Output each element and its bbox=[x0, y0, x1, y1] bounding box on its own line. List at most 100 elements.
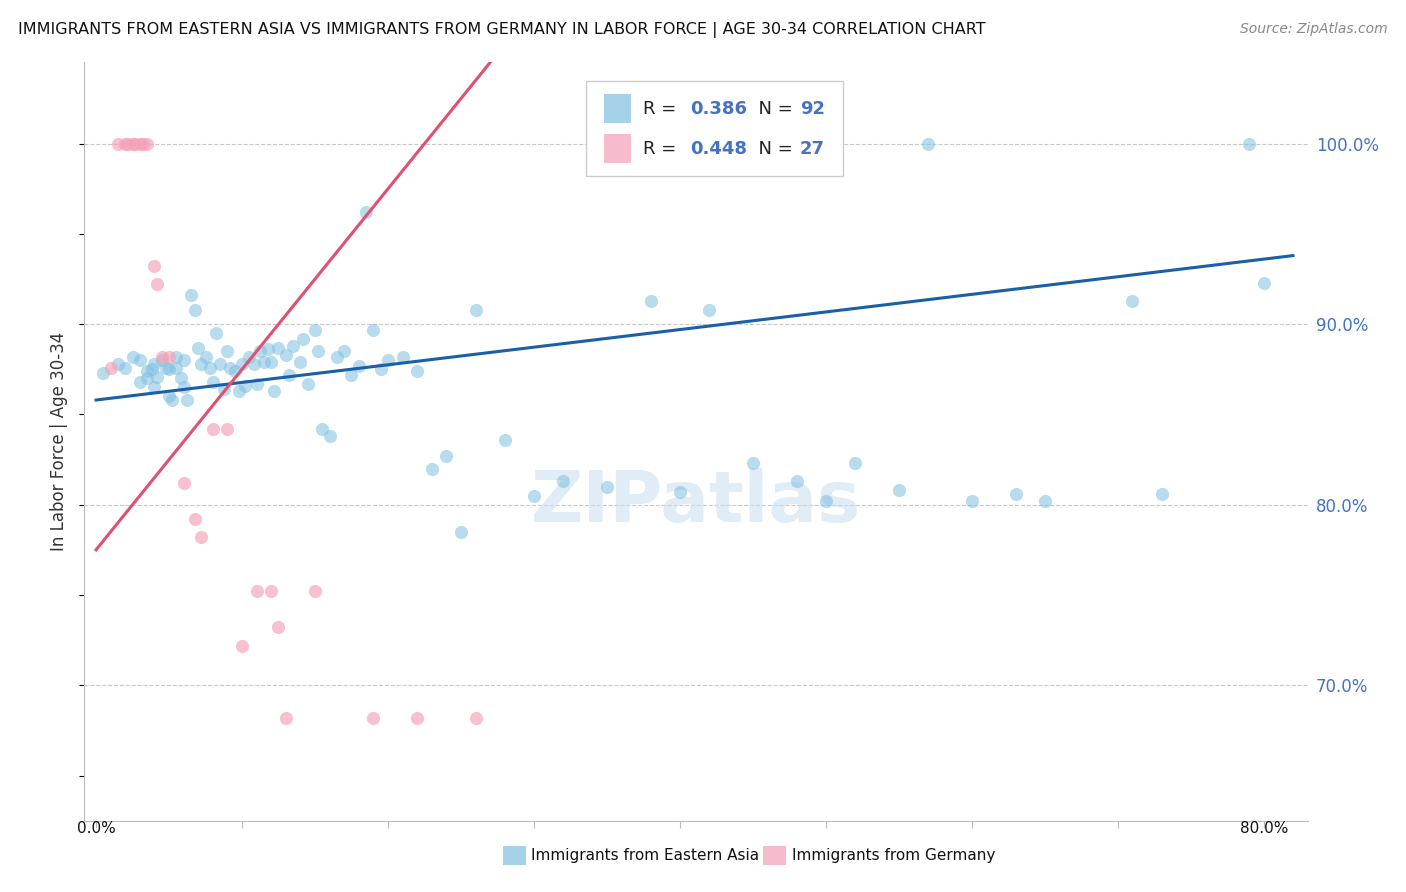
Text: N =: N = bbox=[748, 100, 799, 118]
Text: Immigrants from Eastern Asia: Immigrants from Eastern Asia bbox=[531, 848, 759, 863]
Point bbox=[363, 323, 385, 337]
FancyBboxPatch shape bbox=[605, 135, 631, 163]
Point bbox=[136, 364, 159, 378]
Point bbox=[173, 476, 195, 491]
Point bbox=[141, 362, 163, 376]
Point bbox=[187, 341, 209, 355]
Text: R =: R = bbox=[644, 140, 682, 158]
Point bbox=[128, 375, 150, 389]
Text: ZIPatlas: ZIPatlas bbox=[531, 467, 860, 537]
Point bbox=[214, 382, 236, 396]
Point bbox=[786, 475, 808, 489]
Point bbox=[173, 353, 195, 368]
Point bbox=[263, 384, 285, 398]
Point bbox=[143, 380, 166, 394]
Point bbox=[494, 433, 516, 447]
Point bbox=[257, 343, 280, 357]
Point bbox=[233, 378, 256, 392]
Point bbox=[318, 429, 340, 443]
Text: N =: N = bbox=[748, 140, 799, 158]
Point bbox=[450, 524, 472, 539]
Point bbox=[107, 357, 129, 371]
Point bbox=[814, 494, 837, 508]
Point bbox=[960, 494, 983, 508]
Point bbox=[132, 136, 155, 151]
Point bbox=[128, 136, 150, 151]
Point bbox=[1150, 487, 1173, 501]
Point bbox=[333, 344, 356, 359]
Point bbox=[180, 288, 202, 302]
Point bbox=[170, 371, 193, 385]
Point bbox=[157, 389, 180, 403]
Point bbox=[406, 364, 429, 378]
Point bbox=[391, 350, 413, 364]
Point bbox=[190, 530, 212, 544]
Point bbox=[184, 302, 207, 317]
Point bbox=[464, 711, 486, 725]
Text: 0.448: 0.448 bbox=[690, 140, 747, 158]
Point bbox=[596, 480, 619, 494]
Point bbox=[281, 339, 304, 353]
Point bbox=[228, 384, 250, 398]
Point bbox=[326, 350, 349, 364]
Point bbox=[173, 380, 195, 394]
Point bbox=[297, 376, 319, 391]
Point bbox=[553, 475, 575, 489]
Point bbox=[290, 355, 312, 369]
Point bbox=[157, 350, 180, 364]
Point bbox=[124, 136, 146, 151]
Point bbox=[114, 136, 136, 151]
Point bbox=[150, 353, 173, 368]
Point bbox=[146, 277, 169, 292]
Point bbox=[190, 357, 212, 371]
Point bbox=[143, 260, 166, 274]
Point bbox=[844, 456, 866, 470]
Point bbox=[1033, 494, 1056, 508]
Point bbox=[741, 456, 763, 470]
Point bbox=[198, 360, 221, 375]
Text: Immigrants from Germany: Immigrants from Germany bbox=[792, 848, 995, 863]
Text: Source: ZipAtlas.com: Source: ZipAtlas.com bbox=[1240, 22, 1388, 37]
Text: 80.0%: 80.0% bbox=[1240, 821, 1288, 836]
Point bbox=[224, 364, 246, 378]
Point bbox=[176, 392, 198, 407]
Point bbox=[246, 584, 269, 599]
Text: R =: R = bbox=[644, 100, 682, 118]
Point bbox=[217, 422, 239, 436]
Point bbox=[201, 422, 224, 436]
Point bbox=[246, 376, 269, 391]
Point bbox=[363, 711, 385, 725]
Text: 27: 27 bbox=[800, 140, 825, 158]
Point bbox=[917, 136, 939, 151]
FancyBboxPatch shape bbox=[605, 95, 631, 123]
Point bbox=[249, 344, 271, 359]
Point bbox=[267, 620, 290, 634]
Point bbox=[697, 302, 720, 317]
Point bbox=[121, 350, 143, 364]
Point bbox=[304, 323, 326, 337]
Point bbox=[370, 362, 392, 376]
Point bbox=[434, 449, 457, 463]
Point bbox=[640, 293, 662, 308]
Point bbox=[231, 639, 253, 653]
Point bbox=[292, 332, 315, 346]
Point bbox=[219, 360, 242, 375]
Point bbox=[114, 360, 136, 375]
Point bbox=[464, 302, 486, 317]
Point bbox=[165, 350, 187, 364]
Point bbox=[91, 366, 114, 380]
Point bbox=[100, 360, 122, 375]
Point bbox=[136, 371, 159, 385]
Point bbox=[311, 422, 333, 436]
Point bbox=[136, 136, 159, 151]
Point bbox=[217, 344, 239, 359]
Point bbox=[307, 344, 329, 359]
Point bbox=[406, 711, 429, 725]
Point bbox=[194, 350, 217, 364]
Point bbox=[160, 392, 183, 407]
Point bbox=[238, 350, 260, 364]
Point bbox=[242, 357, 264, 371]
Point bbox=[277, 368, 299, 382]
Point bbox=[304, 584, 326, 599]
Point bbox=[523, 489, 546, 503]
